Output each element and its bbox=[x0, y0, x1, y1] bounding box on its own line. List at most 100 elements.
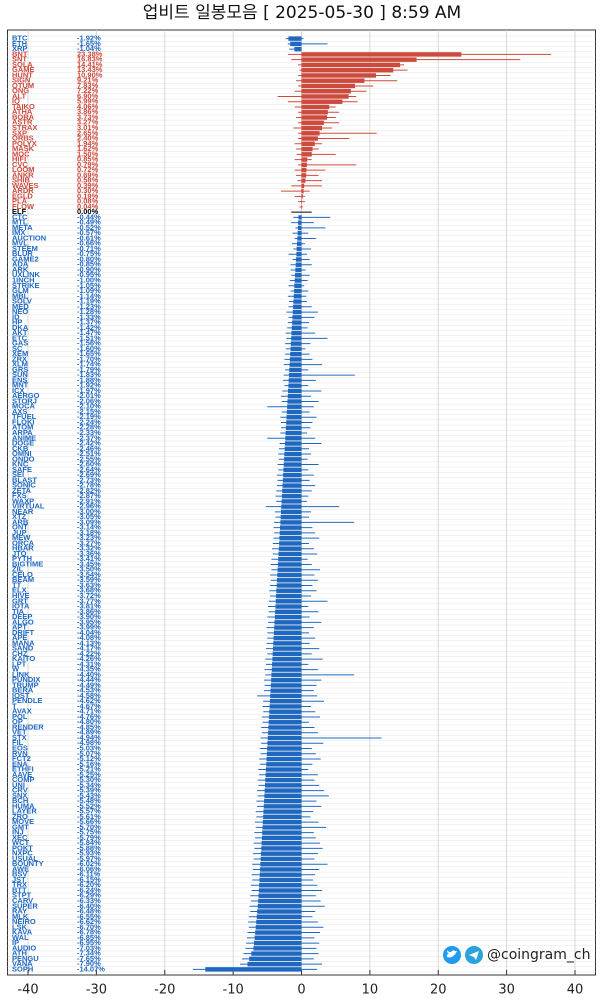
value-label: 6.90% bbox=[77, 91, 99, 100]
category-label: ADA bbox=[12, 260, 29, 269]
value-label: -4.71% bbox=[77, 707, 101, 716]
bar bbox=[294, 46, 302, 52]
value-label: -3.81% bbox=[77, 602, 101, 611]
bar bbox=[274, 625, 302, 630]
bar bbox=[301, 141, 315, 147]
bar bbox=[253, 940, 302, 946]
value-label: -1.47% bbox=[77, 328, 101, 337]
value-label: -6.20% bbox=[77, 880, 101, 889]
value-label: -4.26% bbox=[77, 654, 101, 663]
value-label: 16.83% bbox=[77, 55, 103, 64]
bar bbox=[263, 809, 302, 814]
value-label: -1.04% bbox=[77, 44, 101, 53]
bar bbox=[274, 614, 302, 620]
value-label: 0.30% bbox=[77, 186, 99, 195]
bar bbox=[275, 609, 302, 615]
category-label: SOLV bbox=[12, 297, 32, 306]
bar bbox=[293, 304, 302, 310]
bar bbox=[251, 951, 302, 956]
value-label: -0.80% bbox=[77, 254, 101, 263]
value-label: -6.29% bbox=[77, 891, 101, 900]
value-label: 1.94% bbox=[77, 139, 99, 148]
category-label: GAME2 bbox=[12, 254, 39, 263]
value-label: -2.01% bbox=[77, 391, 101, 400]
bar bbox=[301, 146, 313, 152]
category-label: BOUNTY bbox=[12, 859, 44, 868]
category-label: PENGU bbox=[12, 954, 39, 963]
twitter-glyph bbox=[447, 950, 457, 958]
bar bbox=[281, 499, 302, 504]
bar bbox=[301, 115, 328, 120]
category-label: ZETA bbox=[12, 486, 32, 495]
bar bbox=[265, 777, 302, 783]
bar bbox=[301, 62, 401, 68]
bar bbox=[296, 252, 302, 257]
value-label: -6.95% bbox=[77, 938, 101, 947]
category-label: GAME bbox=[12, 65, 35, 74]
bar bbox=[301, 78, 365, 83]
value-label: 5.99% bbox=[77, 97, 99, 106]
bar bbox=[292, 315, 302, 320]
bar bbox=[267, 741, 302, 746]
category-label: VET bbox=[12, 728, 27, 737]
bar bbox=[298, 220, 302, 225]
value-label: -5.75% bbox=[77, 828, 101, 837]
category-label: SHIB bbox=[12, 176, 31, 185]
bar bbox=[260, 867, 302, 872]
category-label: SNT bbox=[12, 55, 27, 64]
category-label: IOTA bbox=[12, 602, 30, 611]
value-label: 0.00% bbox=[77, 207, 99, 216]
category-label: AWE bbox=[12, 864, 29, 873]
bar bbox=[278, 551, 302, 557]
bar bbox=[289, 362, 302, 367]
category-label: ENA bbox=[12, 759, 28, 768]
value-label: -6.78% bbox=[77, 928, 101, 937]
value-label: -1.42% bbox=[77, 323, 101, 332]
bar bbox=[259, 877, 302, 883]
bar bbox=[274, 620, 302, 625]
value-label: 10.90% bbox=[77, 70, 103, 79]
category-label: HP bbox=[12, 318, 22, 327]
category-label: NEIRO bbox=[12, 917, 36, 926]
value-label: -0.85% bbox=[77, 260, 101, 269]
category-label: ZRO bbox=[12, 812, 28, 821]
category-label: MEW bbox=[12, 533, 31, 542]
value-label: -5.07% bbox=[77, 749, 101, 758]
category-label: MOVE bbox=[12, 817, 34, 826]
value-label: -5.61% bbox=[77, 812, 101, 821]
bar bbox=[301, 89, 351, 94]
value-label: -5.12% bbox=[77, 754, 101, 763]
bar bbox=[263, 814, 302, 820]
value-label: -2.46% bbox=[77, 444, 101, 453]
watermark-text: @coingram_ch bbox=[487, 947, 590, 963]
bar bbox=[301, 157, 308, 162]
value-label: 0.58% bbox=[77, 176, 99, 185]
bar bbox=[260, 861, 302, 867]
category-label: KNC bbox=[12, 460, 29, 469]
value-label: -2.19% bbox=[77, 412, 101, 421]
category-label: BTT bbox=[12, 885, 27, 894]
bar bbox=[301, 52, 462, 57]
category-label: SOLA bbox=[12, 60, 33, 69]
value-label: -6.06% bbox=[77, 864, 101, 873]
category-label: AVAX bbox=[12, 707, 32, 716]
value-label: -2.24% bbox=[77, 417, 101, 426]
value-label: 2.40% bbox=[77, 134, 99, 143]
bar bbox=[256, 919, 302, 925]
value-label: -5.48% bbox=[77, 796, 101, 805]
category-label: INJ bbox=[12, 828, 24, 837]
bar bbox=[287, 393, 302, 399]
bar bbox=[296, 257, 302, 262]
value-label: -5.39% bbox=[77, 786, 101, 795]
value-label: -7.90% bbox=[77, 959, 101, 968]
category-label: ONDO bbox=[12, 454, 35, 463]
category-label: ANIME bbox=[12, 433, 36, 442]
bar bbox=[276, 593, 302, 599]
bar bbox=[269, 709, 302, 714]
value-label: -1.23% bbox=[77, 302, 101, 311]
category-label: STPT bbox=[12, 891, 32, 900]
category-label: HIVE bbox=[12, 591, 30, 600]
value-label: -1.28% bbox=[77, 307, 101, 316]
value-label: 0.39% bbox=[77, 181, 99, 190]
value-label: -4.67% bbox=[77, 701, 101, 710]
